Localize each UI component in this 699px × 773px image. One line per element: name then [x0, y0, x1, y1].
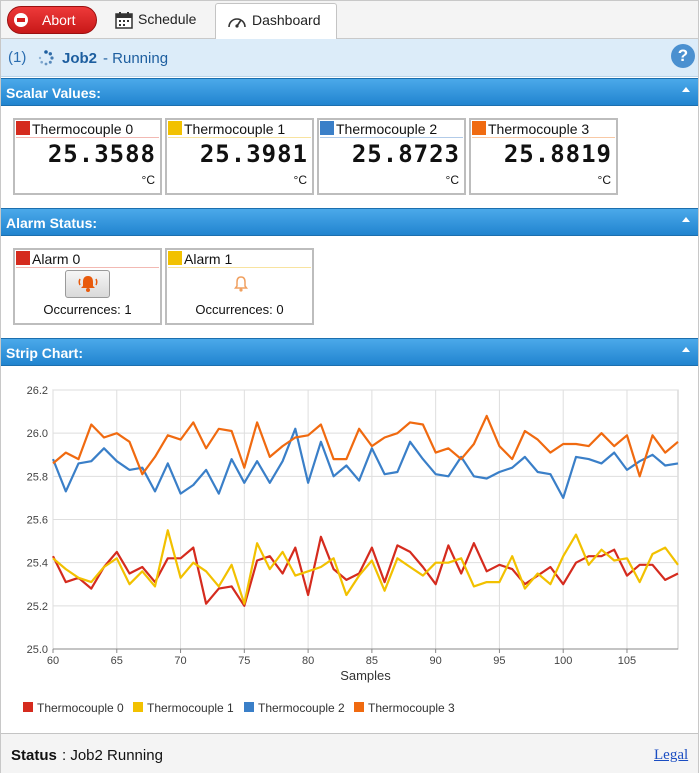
scalar-unit: °C [293, 173, 307, 187]
alarm-tile-0: Alarm 0 Occurrences: 1 [13, 248, 162, 325]
x-tick-label: 105 [618, 655, 636, 667]
scalar-name: Thermocouple 1 [184, 121, 286, 137]
legend-label: Thermocouple 0 [37, 701, 124, 715]
alarm-occurrences: Occurrences: 1 [43, 302, 132, 317]
y-tick-label: 25.6 [27, 515, 48, 527]
x-tick-label: 100 [554, 655, 572, 667]
legend-swatch [23, 702, 33, 712]
divider [472, 137, 615, 138]
strip-chart-title: Strip Chart: [6, 345, 83, 361]
collapse-caret-icon[interactable] [682, 87, 690, 92]
alarm-acknowledge-button[interactable] [65, 270, 110, 298]
x-tick-label: 95 [493, 655, 505, 667]
legend-swatch [354, 702, 364, 712]
scalar-value: 25.8723 [351, 140, 460, 168]
legend-label: Thermocouple 3 [368, 701, 455, 715]
scalar-tile-thermocouple-1: Thermocouple 1 25.3981 °C [165, 118, 314, 195]
bell-ringing-icon [78, 276, 98, 292]
abort-label: Abort [42, 12, 76, 28]
y-tick-label: 25.0 [27, 644, 48, 656]
color-swatch [320, 121, 334, 135]
help-icon: ? [677, 46, 689, 65]
x-tick-label: 70 [174, 655, 186, 667]
series-line-1 [52, 529, 679, 605]
top-toolbar: Abort Schedule Dashboard [1, 1, 698, 40]
x-tick-label: 60 [47, 655, 59, 667]
scalar-values-header[interactable]: Scalar Values: [1, 78, 698, 106]
alarm-name: Alarm 1 [184, 251, 233, 267]
job-number: (1) [8, 49, 27, 66]
collapse-caret-icon[interactable] [682, 347, 690, 352]
divider [320, 137, 463, 138]
legend-swatch [133, 702, 143, 712]
y-tick-label: 25.8 [27, 471, 48, 483]
y-tick-label: 25.2 [27, 601, 48, 613]
y-tick-label: 25.4 [27, 558, 48, 570]
x-tick-label: 65 [111, 655, 123, 667]
scalar-tile-thermocouple-3: Thermocouple 3 25.8819 °C [469, 118, 618, 195]
legend-swatch [244, 702, 254, 712]
tab-dashboard-label: Dashboard [252, 12, 321, 28]
job-header: (1) Job2 - Running ? [1, 39, 698, 77]
x-tick-label: 85 [366, 655, 378, 667]
divider [168, 137, 311, 138]
tab-schedule[interactable]: Schedule [105, 3, 215, 39]
spinner-icon [38, 50, 54, 66]
x-tick-label: 75 [238, 655, 250, 667]
strip-chart-header[interactable]: Strip Chart: [1, 338, 698, 366]
legend-label: Thermocouple 2 [258, 701, 345, 715]
scalar-tile-thermocouple-2: Thermocouple 2 25.8723 °C [317, 118, 466, 195]
color-swatch [472, 121, 486, 135]
status-value: : Job2 Running [62, 747, 163, 764]
collapse-caret-icon[interactable] [682, 217, 690, 222]
scalar-unit: °C [141, 173, 155, 187]
tab-dashboard[interactable]: Dashboard [215, 3, 337, 40]
divider [168, 267, 311, 268]
scalar-values-title: Scalar Values: [6, 85, 101, 101]
alarm-name: Alarm 0 [32, 251, 81, 267]
job-name: Job2 [62, 50, 98, 67]
alarm-status-header[interactable]: Alarm Status: [1, 208, 698, 236]
alarm-tile-1: Alarm 1 Occurrences: 0 [165, 248, 314, 325]
abort-button[interactable]: Abort [7, 6, 97, 34]
color-swatch [168, 251, 182, 265]
scalar-tile-thermocouple-0: Thermocouple 0 25.3588 °C [13, 118, 162, 195]
scalar-name: Thermocouple 0 [32, 121, 134, 137]
bell-icon [234, 276, 248, 292]
series-line-2 [51, 427, 679, 499]
scalar-unit: °C [445, 173, 459, 187]
scalar-name: Thermocouple 3 [488, 121, 590, 137]
stop-icon [14, 13, 28, 27]
strip-chart: 25.0 25.2 25.4 25.6 25.8 26.0 26.2 60 65 70 75 80 85… [1, 367, 698, 729]
help-button[interactable]: ? [671, 44, 695, 68]
scalar-name: Thermocouple 2 [336, 121, 438, 137]
x-axis-label: Samples [340, 668, 391, 683]
status-bar: Status : Job2 Running Legal [1, 733, 698, 773]
divider [16, 267, 159, 268]
scalar-value: 25.3588 [47, 140, 156, 168]
series-line-3 [52, 414, 679, 478]
scalar-value: 25.3981 [199, 140, 308, 168]
calendar-icon [115, 12, 133, 29]
color-swatch [16, 121, 30, 135]
x-tick-label: 80 [302, 655, 314, 667]
gauge-icon [228, 18, 246, 28]
color-swatch [168, 121, 182, 135]
alarm-status-title: Alarm Status: [6, 215, 98, 231]
job-state: - Running [103, 50, 169, 67]
divider [16, 137, 159, 138]
legend-label: Thermocouple 1 [147, 701, 234, 715]
x-tick-label: 90 [430, 655, 442, 667]
y-tick-label: 26.2 [27, 385, 48, 397]
scalar-unit: °C [597, 173, 611, 187]
y-tick-label: 26.0 [27, 428, 48, 440]
alarm-occurrences: Occurrences: 0 [195, 302, 284, 317]
tab-schedule-label: Schedule [138, 11, 197, 27]
status-key: Status [11, 747, 57, 764]
legal-link[interactable]: Legal [654, 747, 689, 763]
color-swatch [16, 251, 30, 265]
scalar-value: 25.8819 [503, 140, 612, 168]
